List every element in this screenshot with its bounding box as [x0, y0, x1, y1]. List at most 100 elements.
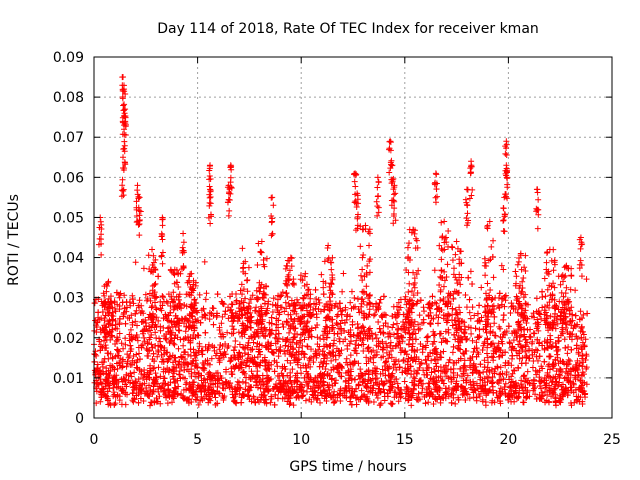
data-point [91, 300, 98, 307]
data-point [440, 295, 447, 302]
data-point [247, 324, 254, 331]
data-point [121, 292, 128, 299]
data-point [323, 360, 330, 367]
data-point [347, 313, 354, 320]
data-point [111, 401, 118, 408]
data-point [119, 356, 126, 363]
data-point [111, 380, 118, 387]
data-point [254, 317, 261, 324]
data-point [284, 319, 291, 326]
data-point [160, 298, 167, 305]
data-point [301, 273, 308, 280]
data-point [228, 301, 235, 308]
data-point [126, 337, 133, 344]
data-point [139, 381, 146, 388]
data-point [239, 245, 246, 252]
data-point [153, 294, 160, 301]
data-point [569, 365, 576, 372]
data-point [245, 339, 252, 346]
data-point [303, 291, 310, 298]
data-point [562, 272, 569, 279]
data-point [459, 336, 466, 343]
data-point [139, 374, 146, 381]
data-point [425, 364, 432, 371]
data-point [144, 340, 151, 347]
data-point [281, 308, 288, 315]
data-point [452, 321, 459, 328]
data-point [406, 280, 413, 287]
data-point [145, 392, 152, 399]
data-point [239, 369, 246, 376]
data-point [578, 382, 585, 389]
data-point [384, 323, 391, 330]
data-point [288, 315, 295, 322]
data-point [217, 342, 224, 349]
data-point [266, 332, 273, 339]
data-point [461, 357, 468, 364]
data-point [376, 325, 383, 332]
data-point [481, 364, 488, 371]
data-point [489, 340, 496, 347]
data-point [229, 301, 236, 308]
data-point [469, 370, 476, 377]
data-point [269, 309, 276, 316]
data-point [422, 356, 429, 363]
data-point [395, 299, 402, 306]
data-point [408, 288, 415, 295]
data-point [326, 294, 333, 301]
data-point [541, 303, 548, 310]
data-point [189, 286, 196, 293]
data-point [210, 387, 217, 394]
data-point [449, 322, 456, 329]
data-point [304, 371, 311, 378]
data-point [175, 284, 182, 291]
data-point [430, 400, 437, 407]
data-point [158, 358, 165, 365]
data-point [533, 325, 540, 332]
data-point [366, 325, 373, 332]
data-point [483, 262, 490, 269]
data-point [362, 222, 369, 229]
data-point [435, 374, 442, 381]
data-point [207, 374, 214, 381]
data-point [496, 304, 503, 311]
data-point [433, 306, 440, 313]
data-point [479, 346, 486, 353]
data-point [269, 301, 276, 308]
data-point [151, 281, 158, 288]
data-point [321, 388, 328, 395]
data-point [439, 376, 446, 383]
data-point [488, 340, 495, 347]
data-point [338, 347, 345, 354]
data-point [405, 240, 412, 247]
data-point [134, 182, 141, 189]
data-point [91, 358, 98, 365]
data-point [441, 235, 448, 242]
data-point [524, 393, 531, 400]
data-point [437, 288, 444, 295]
data-point [452, 251, 459, 258]
data-point [246, 300, 253, 307]
data-point [126, 331, 133, 338]
data-point [472, 387, 479, 394]
data-point [362, 382, 369, 389]
data-point [174, 334, 181, 341]
data-point [434, 388, 441, 395]
data-point [206, 316, 213, 323]
data-point [427, 349, 434, 356]
data-point [192, 362, 199, 369]
data-point [355, 360, 362, 367]
data-point [296, 344, 303, 351]
data-point [149, 246, 156, 253]
data-point [341, 389, 348, 396]
data-point [146, 382, 153, 389]
data-point [582, 357, 589, 364]
data-point [575, 371, 582, 378]
data-point [113, 372, 120, 379]
data-point [286, 395, 293, 402]
data-point [568, 272, 575, 279]
data-point [397, 394, 404, 401]
data-point [136, 232, 143, 239]
data-point [449, 349, 456, 356]
data-point [530, 330, 537, 337]
